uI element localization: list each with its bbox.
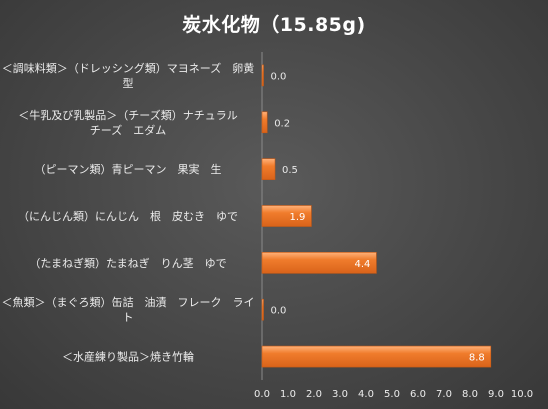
data-label: 0.0	[271, 71, 287, 82]
bar	[261, 111, 268, 134]
bar	[261, 252, 377, 274]
bar	[261, 345, 492, 368]
category-label: ＜水産練り製品＞焼き竹輪	[62, 350, 194, 364]
x-tick-label: 8.0	[462, 389, 478, 400]
bar	[261, 64, 264, 87]
bar	[261, 298, 264, 321]
x-tick-label: 7.0	[436, 389, 452, 400]
x-tick-label: 2.0	[306, 389, 322, 400]
category-label: ＜牛乳及び乳製品＞（チーズ類）ナチュラルチーズ エダム	[18, 108, 237, 137]
data-label: 0.5	[282, 165, 298, 176]
x-tick-label: 4.0	[358, 389, 374, 400]
x-tick-label: 5.0	[384, 389, 400, 400]
x-tick-label: 6.0	[410, 389, 426, 400]
data-label: 0.0	[271, 306, 287, 317]
bar	[261, 205, 312, 227]
data-label: 8.8	[469, 353, 485, 364]
chart-title: 炭水化物（15.85g)	[182, 14, 366, 36]
category-label: ＜魚類＞（まぐろ類）缶詰 油漬 フレーク ライト	[2, 295, 255, 324]
x-tick-label: 3.0	[332, 389, 348, 400]
data-label: 1.9	[289, 212, 305, 223]
data-label: 0.2	[274, 118, 290, 129]
category-label: ＜調味料類＞（ドレッシング類）マヨネーズ 卵黄型	[2, 61, 254, 90]
category-label: （たまねぎ類）たまねぎ りん茎 ゆで	[29, 256, 226, 270]
data-label: 4.4	[354, 259, 370, 270]
x-tick-label: 0.0	[254, 389, 270, 400]
x-tick-label: 9.0	[488, 389, 504, 400]
x-tick-label: 10.0	[511, 389, 533, 400]
category-label: （にんじん類）にんじん 根 皮むき ゆで	[18, 209, 238, 223]
x-tick-label: 1.0	[280, 389, 296, 400]
category-label: （ピーマン類）青ピーマン 果実 生	[35, 162, 222, 176]
bar	[261, 158, 276, 180]
